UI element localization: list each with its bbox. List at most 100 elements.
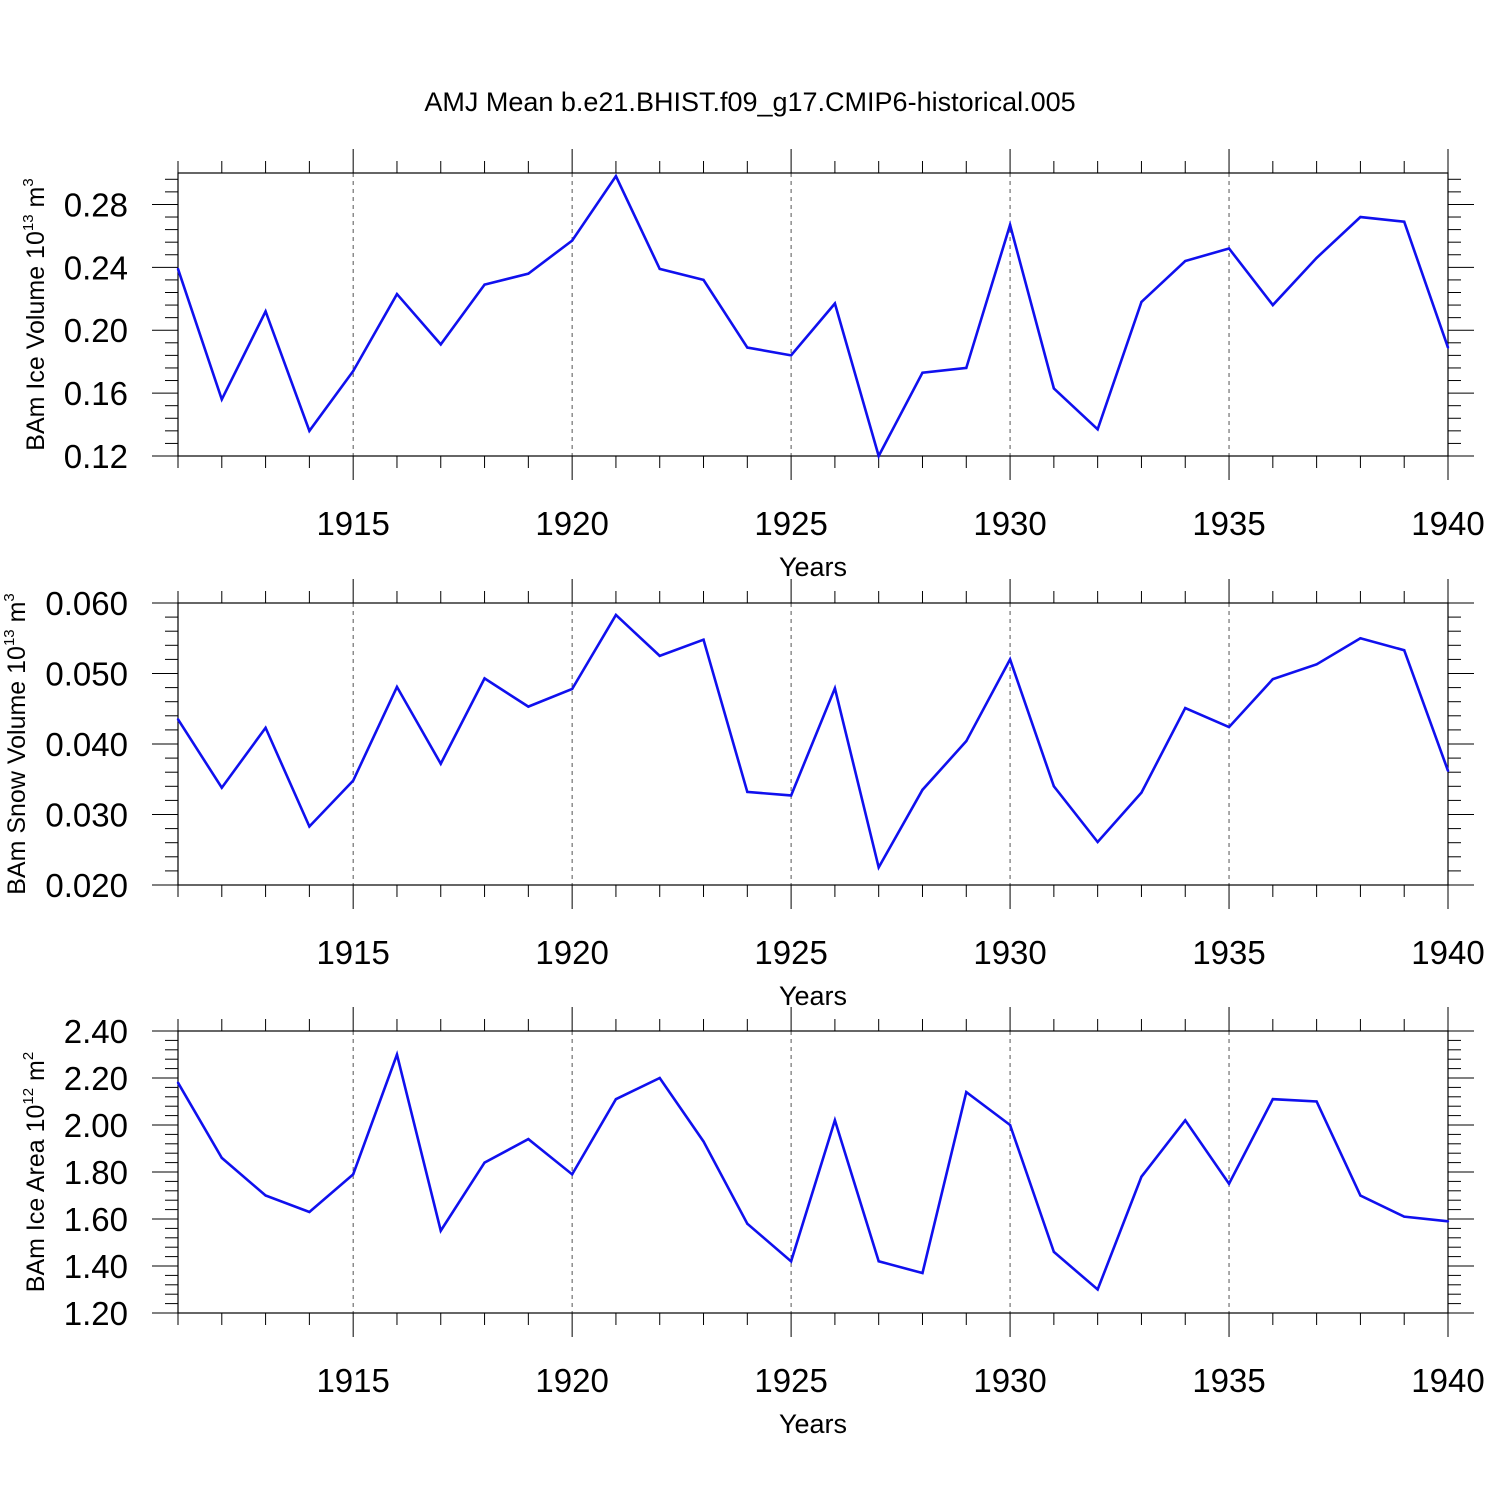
x-axis-label: Years bbox=[779, 981, 847, 1011]
data-point bbox=[1184, 1119, 1187, 1122]
panels-group: 0.12 0.16 0.20 0.24 0.28 1915 1920 1925 1930 1935… bbox=[1, 149, 1485, 1439]
chart-title: AMJ Mean b.e21.BHIST.f09_g17.CMIP6-histo… bbox=[424, 87, 1075, 117]
data-point bbox=[1227, 247, 1231, 250]
data-point bbox=[1359, 637, 1362, 640]
x-tick-label: 1915 bbox=[316, 1362, 389, 1399]
data-point bbox=[921, 1271, 924, 1275]
data-point bbox=[395, 1053, 399, 1056]
x-tick-label: 1930 bbox=[973, 505, 1046, 542]
data-point bbox=[1008, 1123, 1012, 1127]
y-label-unit-exponent: 2 bbox=[20, 1052, 37, 1060]
data-point bbox=[833, 302, 837, 305]
data-point bbox=[1052, 785, 1056, 788]
data-point bbox=[439, 343, 442, 346]
x-tick-label: 1940 bbox=[1411, 505, 1484, 542]
data-point bbox=[570, 1173, 574, 1176]
panel-1: 0.12 0.16 0.20 0.24 0.28 1915 1920 1925 1930 1935… bbox=[20, 149, 1485, 582]
x-tick-label: 1920 bbox=[535, 505, 608, 542]
y-label-unit: m bbox=[3, 602, 31, 630]
plot-frame bbox=[177, 172, 1449, 457]
data-point bbox=[176, 1081, 180, 1084]
data-point bbox=[220, 786, 223, 789]
data-point bbox=[351, 1173, 355, 1176]
y-label-text: BAm Snow Volume 10 bbox=[3, 646, 31, 895]
y-tick-label: 2.00 bbox=[64, 1107, 128, 1144]
y-tick-label: 0.20 bbox=[64, 312, 128, 349]
data-series-line bbox=[176, 1050, 1449, 1292]
data-point bbox=[1008, 658, 1012, 661]
y-label-exponent: 13 bbox=[20, 214, 37, 231]
y-tick-label: 0.28 bbox=[64, 186, 128, 223]
data-point bbox=[308, 1210, 311, 1214]
data-point bbox=[351, 779, 355, 782]
y-tick-label: 0.030 bbox=[45, 797, 128, 834]
data-point bbox=[1271, 677, 1275, 681]
panel-3: 1.20 1.40 1.60 1.80 2.00 2.20 2.40 1915 1920 1925… bbox=[20, 1007, 1485, 1439]
data-point bbox=[702, 1140, 705, 1143]
plot-frame bbox=[177, 1030, 1449, 1314]
data-point bbox=[877, 454, 880, 458]
y-axis-label: BAm Snow Volume 1013 m3 bbox=[1, 593, 31, 895]
data-series-line bbox=[176, 173, 1450, 460]
data-point bbox=[789, 794, 793, 797]
data-point bbox=[1140, 300, 1143, 304]
y-label-exponent: 12 bbox=[20, 1088, 37, 1105]
data-point bbox=[614, 1097, 618, 1101]
x-tick-label: 1935 bbox=[1192, 505, 1265, 542]
y-label-unit: m bbox=[22, 187, 50, 215]
y-tick-label: 0.020 bbox=[45, 867, 128, 904]
x-tick-label: 1920 bbox=[535, 1362, 608, 1399]
data-point bbox=[1403, 220, 1406, 223]
data-point bbox=[1359, 215, 1362, 219]
data-point bbox=[1096, 840, 1099, 844]
data-point bbox=[1052, 387, 1056, 390]
data-point bbox=[1052, 1250, 1056, 1254]
x-tick-label: 1915 bbox=[316, 934, 389, 971]
y-axis-label: BAm Ice Area 1012 m2 bbox=[20, 1052, 50, 1292]
y-tick-label: 0.060 bbox=[45, 585, 128, 622]
y-label-unit: m bbox=[22, 1060, 50, 1088]
data-point bbox=[395, 685, 399, 689]
x-tick-label: 1935 bbox=[1192, 1362, 1265, 1399]
x-axis-label: Years bbox=[779, 552, 847, 582]
data-point bbox=[1271, 1097, 1275, 1101]
data-point bbox=[1184, 259, 1187, 263]
x-tick-label: 1940 bbox=[1411, 1362, 1484, 1399]
data-point bbox=[789, 1260, 793, 1263]
data-point bbox=[1184, 706, 1187, 710]
data-point bbox=[1446, 1220, 1450, 1223]
data-point bbox=[702, 638, 705, 641]
data-point bbox=[220, 1156, 223, 1160]
data-point bbox=[1140, 1175, 1143, 1178]
data-point bbox=[1446, 346, 1450, 349]
data-point bbox=[746, 1222, 749, 1225]
data-point bbox=[527, 1137, 530, 1141]
x-tick-label: 1920 bbox=[535, 934, 608, 971]
data-point bbox=[1446, 769, 1450, 772]
data-point bbox=[789, 354, 793, 357]
x-tick-label: 1940 bbox=[1411, 934, 1484, 971]
y-tick-label: 0.12 bbox=[64, 438, 128, 475]
data-point bbox=[439, 762, 442, 765]
data-point bbox=[351, 369, 355, 373]
data-point bbox=[176, 718, 180, 721]
x-tick-label: 1925 bbox=[754, 1362, 827, 1399]
data-point bbox=[1271, 303, 1275, 307]
x-tick-label: 1925 bbox=[754, 505, 827, 542]
data-point bbox=[483, 283, 486, 286]
y-label-unit-exponent: 3 bbox=[1, 593, 18, 601]
data-point bbox=[308, 429, 311, 433]
data-point bbox=[965, 739, 968, 743]
y-label-unit-exponent: 3 bbox=[20, 178, 37, 186]
data-point bbox=[570, 239, 574, 242]
data-point bbox=[1403, 1215, 1406, 1218]
data-point bbox=[746, 346, 749, 349]
data-point bbox=[1315, 256, 1318, 260]
data-point bbox=[176, 267, 180, 271]
y-tick-label: 1.60 bbox=[64, 1201, 128, 1238]
data-point bbox=[1096, 1288, 1099, 1291]
x-tick-label: 1930 bbox=[973, 1362, 1046, 1399]
data-point bbox=[1403, 649, 1406, 652]
y-tick-label: 1.40 bbox=[64, 1248, 128, 1285]
y-label-text: BAm Ice Volume 10 bbox=[22, 231, 50, 451]
